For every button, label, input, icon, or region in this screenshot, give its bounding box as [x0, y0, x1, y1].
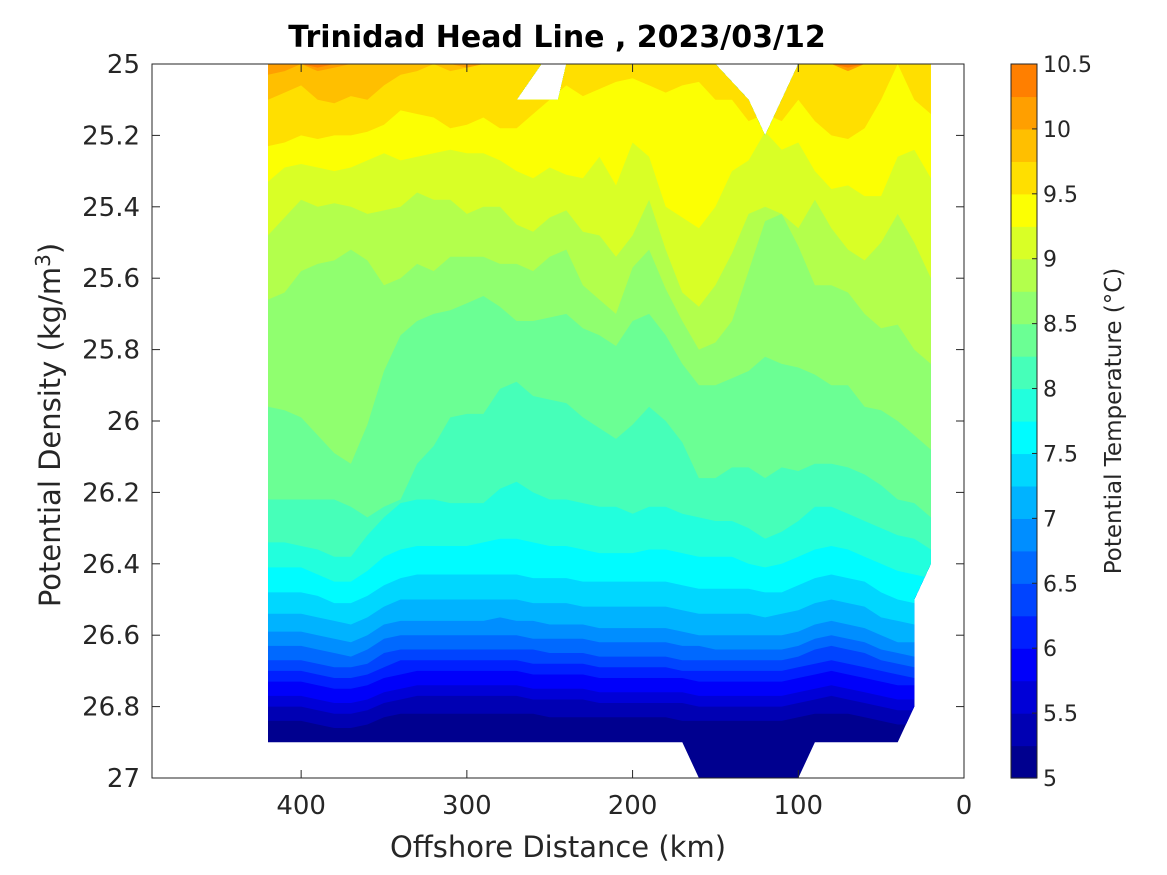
colorbar-segment — [1011, 128, 1037, 162]
colorbar-segment — [1011, 226, 1037, 260]
y-tick-label: 26.4 — [82, 550, 140, 580]
colorbar-tick-label: 9 — [1043, 248, 1057, 273]
colorbar-segment — [1011, 323, 1037, 357]
colorbar-segment — [1011, 713, 1037, 747]
x-tick-label: 0 — [956, 791, 973, 821]
colorbar-label: Potential Temperature (°C) — [1101, 268, 1127, 575]
y-tick-label: 25 — [107, 50, 140, 80]
y-tick-label: 27 — [107, 764, 140, 794]
colorbar-segment — [1011, 421, 1037, 455]
band-t-9-75 — [268, 64, 931, 104]
x-axis-ticks: 400 300 200 100 0 — [276, 64, 972, 821]
x-axis-label: Offshore Distance (km) — [390, 830, 726, 864]
chart-title: Trinidad Head Line , 2023/03/12 — [288, 20, 825, 55]
colorbar-ticks: 5 5.5 6 6.5 7 7.5 8 8.5 9 9.5 10 10.5 — [1032, 53, 1092, 792]
colorbar — [1010, 63, 1038, 779]
colorbar-frame — [1010, 63, 1038, 779]
y-tick-label: 25.4 — [82, 193, 140, 223]
colorbar-tick-label: 6 — [1043, 637, 1057, 662]
colorbar-segment — [1011, 583, 1037, 617]
colorbar-tick-label: 6.5 — [1043, 572, 1078, 597]
y-tick-label: 26.6 — [82, 621, 140, 651]
colorbar-segment — [1011, 518, 1037, 552]
colorbar-segment — [1011, 550, 1037, 584]
colorbar-tick-label: 8 — [1043, 378, 1057, 403]
y-tick-label: 26.2 — [82, 478, 140, 508]
colorbar-segment — [1011, 193, 1037, 227]
colorbar-segment — [1011, 96, 1037, 130]
y-tick-label: 25.6 — [82, 264, 140, 294]
colorbar-segment — [1011, 356, 1037, 390]
colorbar-segment — [1011, 680, 1037, 714]
colorbar-segment — [1011, 615, 1037, 649]
contour-bands — [268, 64, 931, 778]
colorbar-segment — [1011, 258, 1037, 292]
colorbar-tick-label: 9.5 — [1043, 183, 1078, 208]
x-tick-label: 100 — [773, 791, 823, 821]
colorbar-tick-label: 8.5 — [1043, 313, 1078, 338]
y-tick-label: 25.2 — [82, 121, 140, 151]
y-tick-label: 25.8 — [82, 336, 140, 366]
y-tick-label: 26.8 — [82, 693, 140, 723]
y-axis-ticks: 25 25.2 25.4 25.6 25.8 26 26.2 26.4 26.6 26.8 27 — [82, 50, 964, 794]
y-tick-label: 26 — [107, 407, 140, 437]
colorbar-tick-label: 7 — [1043, 507, 1057, 532]
colorbar-tick-label: 7.5 — [1043, 442, 1078, 467]
colorbar-tick-label: 5 — [1043, 767, 1057, 792]
colorbar-segment — [1011, 453, 1037, 487]
plot-area — [268, 64, 931, 778]
colorbar-segment — [1011, 388, 1037, 422]
colorbar-segment — [1011, 485, 1037, 519]
colorbar-tick-label: 10.5 — [1043, 53, 1092, 78]
colorbar-tick-label: 10 — [1043, 118, 1071, 143]
y-axis-label: Potential Density (kg/m3) — [31, 243, 67, 607]
colorbar-segment — [1011, 64, 1037, 98]
colorbar-segment — [1011, 291, 1037, 325]
colorbar-segment — [1011, 648, 1037, 682]
x-tick-label: 400 — [276, 791, 326, 821]
x-tick-label: 200 — [608, 791, 658, 821]
x-tick-label: 300 — [442, 791, 492, 821]
colorbar-segment — [1011, 745, 1037, 779]
colorbar-segment — [1011, 161, 1037, 195]
colorbar-tick-label: 5.5 — [1043, 702, 1078, 727]
